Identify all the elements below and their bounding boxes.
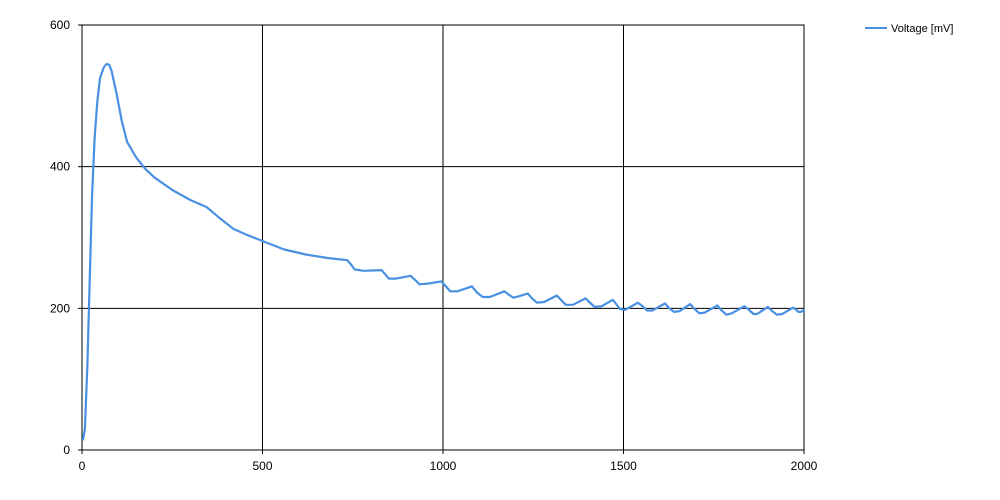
y-tick-label: 600 bbox=[50, 18, 70, 32]
x-tick-label: 0 bbox=[79, 459, 86, 473]
grid bbox=[82, 25, 804, 450]
x-tick-label: 500 bbox=[252, 459, 272, 473]
legend-label-voltage: Voltage [mV] bbox=[891, 23, 953, 35]
y-tick-label: 200 bbox=[50, 301, 70, 315]
series-line-voltage bbox=[82, 62, 806, 441]
legend: Voltage [mV] bbox=[865, 23, 953, 35]
y-tick-label: 0 bbox=[63, 443, 70, 457]
x-axis-ticks: 0 500 1000 1500 2000 bbox=[79, 450, 818, 473]
y-axis-ticks: 0 200 400 600 bbox=[50, 18, 82, 457]
x-tick-label: 2000 bbox=[791, 459, 818, 473]
x-tick-label: 1500 bbox=[610, 459, 637, 473]
y-tick-label: 400 bbox=[50, 160, 70, 174]
series-group bbox=[82, 62, 806, 441]
x-tick-label: 1000 bbox=[430, 459, 457, 473]
